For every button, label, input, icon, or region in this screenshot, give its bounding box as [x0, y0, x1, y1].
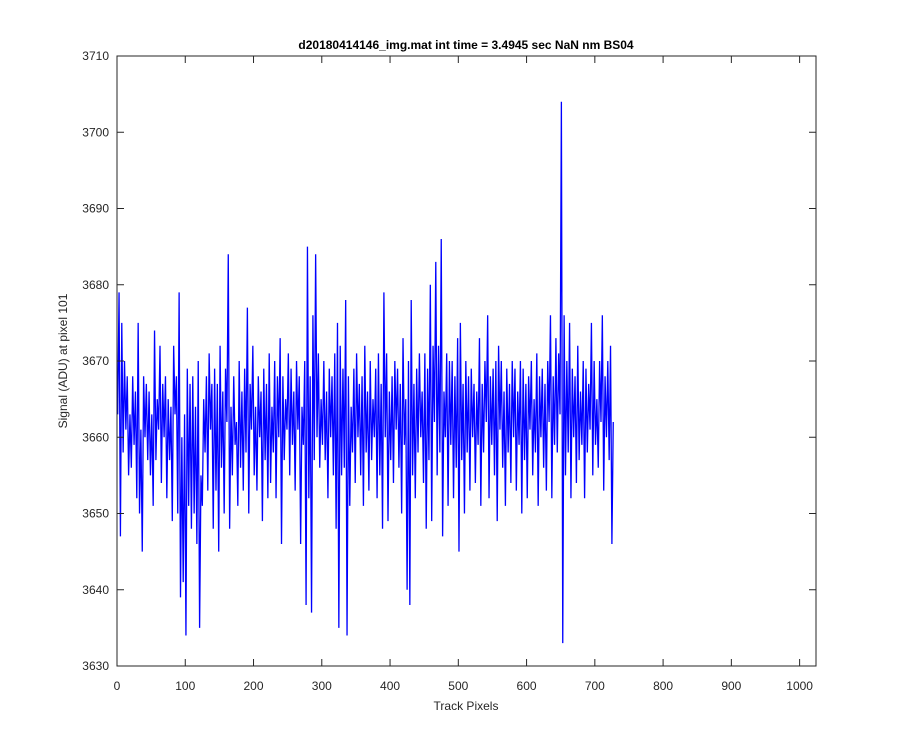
- x-axis-label: Track Pixels: [434, 699, 499, 713]
- x-tick-label: 700: [585, 679, 605, 693]
- x-tick-label: 0: [114, 679, 121, 693]
- x-tick-label: 300: [312, 679, 332, 693]
- plot-area: [117, 56, 816, 666]
- y-tick-label: 3640: [82, 583, 109, 597]
- x-tick-label: 600: [517, 679, 537, 693]
- y-tick-label: 3660: [82, 430, 109, 444]
- x-tick-label: 1000: [786, 679, 813, 693]
- x-tick-label: 500: [448, 679, 468, 693]
- chart-title: d20180414146_img.mat int time = 3.4945 s…: [298, 38, 634, 52]
- y-tick-label: 3690: [82, 202, 109, 216]
- x-tick-label: 400: [380, 679, 400, 693]
- x-tick-label: 200: [244, 679, 264, 693]
- y-tick-label: 3670: [82, 354, 109, 368]
- x-tick-label: 900: [721, 679, 741, 693]
- x-axis: 0 100 200 300 400 500 600 700 800 900 1000: [114, 56, 813, 693]
- x-tick-label: 100: [175, 679, 195, 693]
- y-tick-label: 3650: [82, 507, 109, 521]
- y-tick-label: 3630: [82, 659, 109, 673]
- y-tick-label: 3680: [82, 278, 109, 292]
- series-line-0: [117, 101, 614, 644]
- y-tick-label: 3700: [82, 125, 109, 139]
- y-axis-label: Signal (ADU) at pixel 101: [56, 293, 70, 428]
- series-layer: [117, 101, 614, 644]
- x-tick-label: 800: [653, 679, 673, 693]
- y-tick-label: 3710: [82, 49, 109, 63]
- y-axis: 3630 3640 3650 3660 3670 3680 3690 3700 3710: [82, 49, 816, 673]
